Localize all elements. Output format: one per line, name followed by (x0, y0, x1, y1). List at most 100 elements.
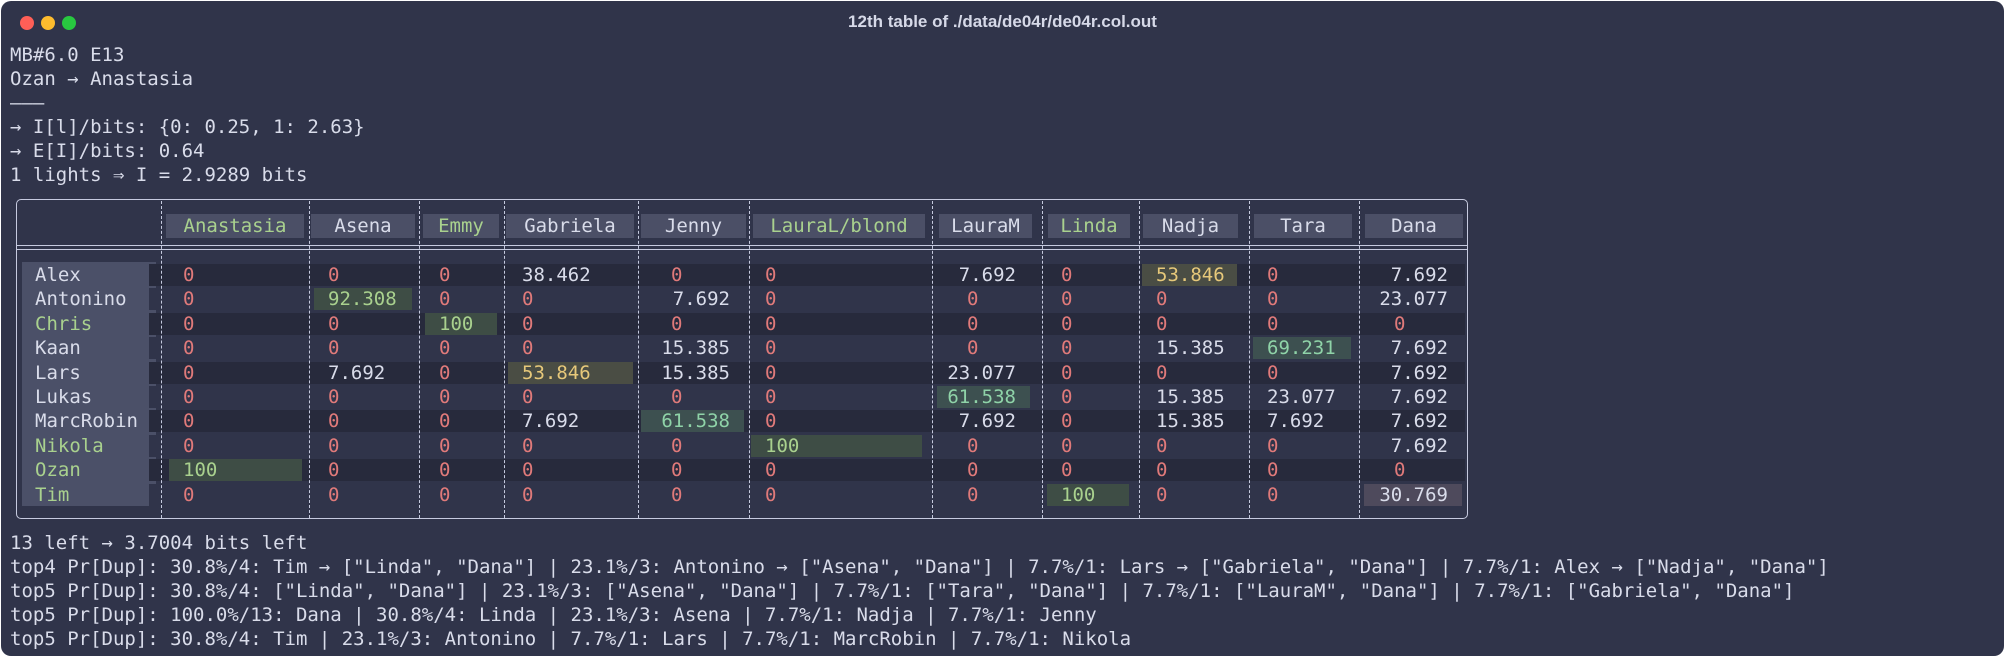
table-cell: 0 (328, 459, 340, 481)
table-cell: 0 (328, 435, 340, 457)
table-cell: 0 (671, 264, 683, 286)
column-separator (1042, 201, 1043, 518)
table-cell: 53.846 (508, 362, 633, 384)
table-cell: 7.692 (328, 362, 386, 384)
table-cell: 7.692 (1390, 435, 1448, 457)
table-cell: 0 (1061, 435, 1073, 457)
table-cell: 0 (183, 386, 195, 408)
table-cell: 53.846 (1142, 264, 1237, 286)
table-cell: 0 (183, 313, 195, 335)
table-cell: 0 (967, 288, 979, 310)
probability-table (16, 199, 1468, 519)
table-cell: 15.385 (1156, 337, 1225, 359)
table-cell: 7.692 (522, 410, 580, 432)
table-cell: 0 (439, 264, 451, 286)
table-cell: 0 (328, 337, 340, 359)
table-cell: 0 (671, 459, 683, 481)
header-line: 1 lights ⇒ I = 2.9289 bits (10, 164, 308, 186)
table-cell: 0 (439, 459, 451, 481)
column-header: Linda (1048, 214, 1130, 238)
table-cell: 0 (183, 362, 195, 384)
footer-line: top4 Pr[Dup]: 30.8%/4: Tim → ["Linda", "… (10, 556, 1829, 578)
table-cell: 0 (439, 386, 451, 408)
table-cell: 0 (1267, 362, 1279, 384)
minimize-button[interactable] (41, 16, 55, 30)
column-header: LauraL/blond (753, 214, 925, 238)
table-cell: 0 (671, 435, 683, 457)
table-cell: 7.692 (1267, 410, 1325, 432)
table-cell: 0 (765, 288, 777, 310)
table-cell: 0 (765, 362, 777, 384)
column-separator (1359, 201, 1360, 518)
row-label: MarcRobin (35, 410, 138, 432)
table-cell: 0 (1156, 288, 1168, 310)
table-row (149, 484, 1465, 506)
row-label: Alex (35, 264, 81, 286)
table-cell: 0 (1061, 410, 1073, 432)
column-header: Jenny (641, 214, 746, 238)
table-cell: 15.385 (661, 362, 730, 384)
table-row (149, 362, 1465, 384)
table-row (149, 264, 1465, 286)
table-cell: 23.077 (947, 362, 1016, 384)
table-cell: 0 (328, 264, 340, 286)
column-header: Nadja (1143, 214, 1238, 238)
table-cell: 0 (522, 435, 534, 457)
column-separator (419, 201, 420, 518)
table-cell: 0 (967, 313, 979, 335)
table-cell: 0 (1061, 337, 1073, 359)
table-row (149, 410, 1465, 432)
table-cell: 7.692 (1390, 410, 1448, 432)
table-cell: 100 (751, 435, 922, 457)
table-cell: 0 (1156, 313, 1168, 335)
table-cell: 0 (439, 484, 451, 506)
table-cell: 0 (671, 386, 683, 408)
table-cell: 0 (967, 459, 979, 481)
row-label: Lukas (35, 386, 93, 408)
header-line: MB#6.0 E13 (10, 44, 125, 66)
table-cell: 0 (328, 410, 340, 432)
table-cell: 100 (169, 459, 302, 481)
table-cell: 0 (671, 484, 683, 506)
table-cell: 0 (183, 435, 195, 457)
row-names-panel (22, 262, 156, 506)
header-line: → E[I]/bits: 0.64 (10, 140, 205, 162)
table-cell: 0 (183, 484, 195, 506)
table-cell: 0 (967, 435, 979, 457)
table-cell: 0 (1156, 435, 1168, 457)
table-cell: 0 (328, 313, 340, 335)
table-cell: 0 (1394, 313, 1406, 335)
table-row (149, 337, 1465, 359)
column-separator (1249, 201, 1250, 518)
column-header: Tara (1254, 214, 1352, 238)
table-cell: 0 (765, 337, 777, 359)
table-cell: 0 (765, 264, 777, 286)
header-line: ——— (10, 92, 45, 114)
table-cell: 0 (183, 337, 195, 359)
table-cell: 0 (1267, 288, 1279, 310)
table-cell: 92.308 (314, 288, 412, 310)
column-header: Asena (311, 214, 415, 238)
table-cell: 0 (522, 313, 534, 335)
table-cell: 0 (967, 484, 979, 506)
close-button[interactable] (20, 16, 34, 30)
table-cell: 0 (765, 484, 777, 506)
table-cell: 0 (522, 386, 534, 408)
table-cell: 0 (765, 459, 777, 481)
table-cell: 100 (425, 313, 497, 335)
table-cell: 0 (1061, 386, 1073, 408)
table-cell: 0 (1061, 288, 1073, 310)
zoom-button[interactable] (62, 16, 76, 30)
column-separator (638, 201, 639, 518)
table-cell: 7.692 (1390, 386, 1448, 408)
table-cell: 61.538 (937, 386, 1030, 408)
table-cell: 0 (765, 313, 777, 335)
footer-line: top5 Pr[Dup]: 30.8%/4: ["Linda", "Dana"]… (10, 580, 1795, 602)
table-cell: 0 (1061, 313, 1073, 335)
table-cell: 100 (1047, 484, 1129, 506)
table-row (149, 459, 1465, 481)
table-row (149, 288, 1465, 310)
column-header: Gabriela (506, 214, 634, 238)
row-label: Ozan (35, 459, 81, 481)
